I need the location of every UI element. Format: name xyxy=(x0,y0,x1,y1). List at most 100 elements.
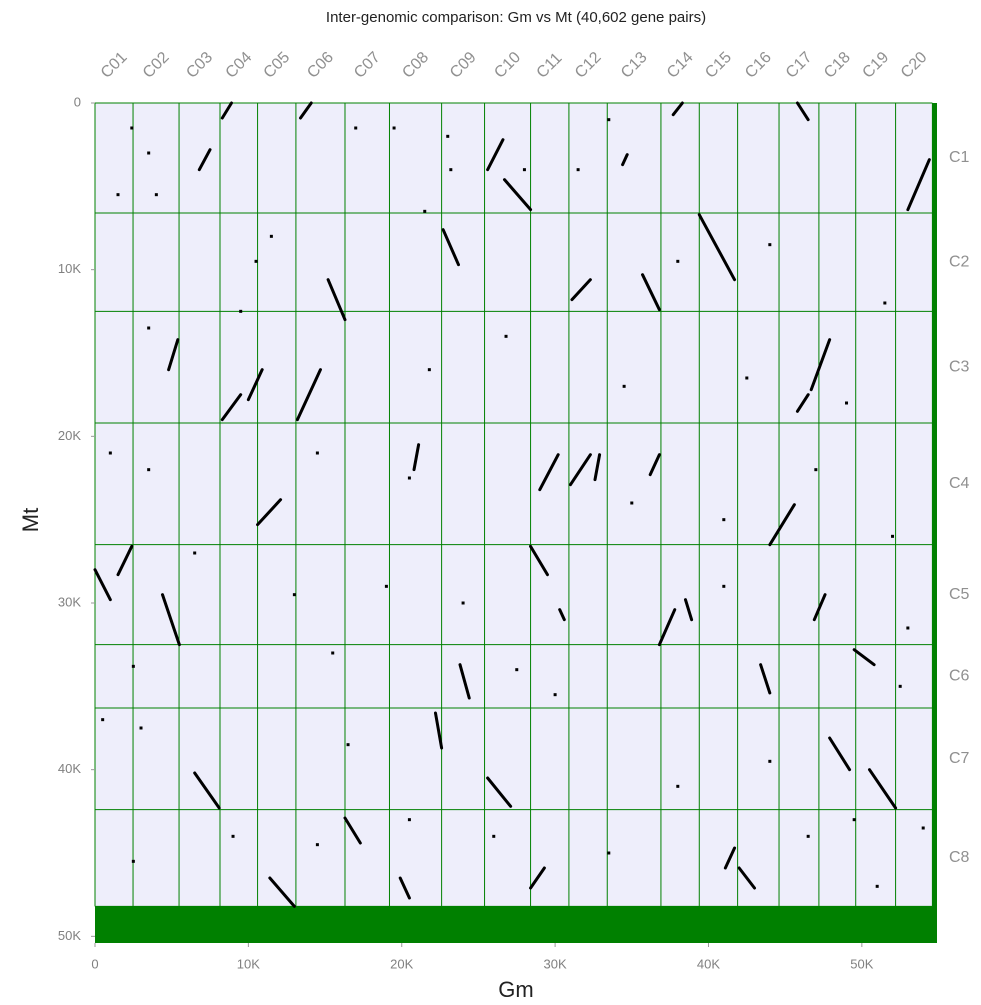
synteny-block xyxy=(852,648,876,667)
gene-pair-dot xyxy=(553,693,557,697)
gene-pair-dot xyxy=(883,301,887,305)
x-chromosome-label: C06 xyxy=(304,49,337,82)
gene-pair-dot xyxy=(239,309,243,313)
synteny-block xyxy=(160,593,181,647)
x-tick-label: 20K xyxy=(390,956,413,971)
gene-pair-dot xyxy=(814,468,818,472)
gene-pair-dot xyxy=(906,626,910,630)
gene-pair-dot xyxy=(254,259,258,263)
y-axis-title: Mt xyxy=(18,508,43,532)
y-chromosome-label: C2 xyxy=(949,253,970,270)
gene-pair-dot xyxy=(921,826,925,830)
gene-pair-dot xyxy=(154,193,158,197)
y-chromosome-label: C3 xyxy=(949,358,970,375)
x-axis-title: Gm xyxy=(498,977,533,1002)
x-chromosome-label: C02 xyxy=(140,49,173,82)
gene-pair-dot xyxy=(875,884,879,888)
gene-pair-dot xyxy=(147,151,151,155)
gene-pair-dot xyxy=(492,834,496,838)
synteny-block xyxy=(116,544,134,577)
synteny-block xyxy=(795,101,810,122)
synteny-block xyxy=(697,213,737,282)
synteny-block xyxy=(299,101,313,120)
gene-pair-dot xyxy=(101,718,105,722)
gene-pair-dot xyxy=(845,401,849,405)
synteny-block xyxy=(193,771,221,810)
gene-pair-dot xyxy=(768,243,772,247)
x-tick-label: 30K xyxy=(544,956,567,971)
x-chromosome-label: C10 xyxy=(491,49,524,82)
x-chromosome-label: C14 xyxy=(664,49,697,82)
y-chromosome-label: C4 xyxy=(949,475,970,492)
synteny-block xyxy=(812,593,827,622)
y-tick-label: 30K xyxy=(58,594,81,609)
synteny-block xyxy=(759,663,772,695)
synteny-block xyxy=(593,453,602,482)
synteny-block xyxy=(256,498,283,527)
synteny-block xyxy=(458,663,471,700)
y-chromosome-label: C5 xyxy=(949,586,970,603)
chart-title: Inter-genomic comparison: Gm vs Mt (40,6… xyxy=(326,9,706,26)
gene-pair-dot xyxy=(891,534,895,538)
x-chromosome-label: C09 xyxy=(447,49,480,82)
y-chromosome-label: C7 xyxy=(949,750,970,767)
gene-pair-dot xyxy=(898,684,902,688)
x-tick-label: 10K xyxy=(237,956,260,971)
synteny-block xyxy=(326,278,347,322)
gene-pair-dot xyxy=(269,234,273,238)
gene-pair-dot xyxy=(315,451,319,455)
gene-pair-dot xyxy=(676,784,680,788)
gene-pair-dot xyxy=(806,834,810,838)
gene-pair-dot xyxy=(722,518,726,522)
synteny-block xyxy=(641,273,661,312)
synteny-block xyxy=(412,443,421,472)
gene-pair-dot xyxy=(139,726,143,730)
synteny-block xyxy=(246,368,264,402)
synteny-block xyxy=(768,503,796,547)
gene-pair-dot xyxy=(607,118,611,122)
synteny-block xyxy=(398,876,411,900)
gene-pair-dot xyxy=(522,168,526,172)
plot-background xyxy=(95,103,933,907)
y-tick-label: 10K xyxy=(58,261,81,276)
y-tick-label: 40K xyxy=(58,761,81,776)
gene-pair-dot xyxy=(131,859,135,863)
x-tick-label: 50K xyxy=(850,956,873,971)
gene-pair-dot xyxy=(461,601,465,605)
x-chromosome-label: C07 xyxy=(351,49,384,82)
gene-pair-dot xyxy=(147,468,151,472)
gene-pair-dot xyxy=(147,326,151,330)
synteny-block xyxy=(723,846,737,870)
synteny-block xyxy=(568,453,592,487)
gene-pair-dot xyxy=(315,843,319,847)
x-chromosome-label: C12 xyxy=(572,49,605,82)
synteny-block xyxy=(671,101,684,117)
gene-pair-dot xyxy=(745,376,749,380)
gene-pair-dot xyxy=(193,551,197,555)
synteny-block xyxy=(828,736,852,772)
synteny-block xyxy=(268,876,296,908)
synteny-block xyxy=(529,866,546,890)
gene-pair-dot xyxy=(108,451,112,455)
gene-pair-dot xyxy=(292,593,296,597)
gene-pair-dot xyxy=(130,126,134,130)
synteny-block xyxy=(529,544,549,577)
synteny-block xyxy=(93,568,112,602)
synteny-block xyxy=(502,178,533,212)
gene-pair-dot xyxy=(427,368,431,372)
gene-pair-dot xyxy=(515,668,519,672)
x-chromosome-label: C18 xyxy=(821,49,854,82)
gene-pair-dot xyxy=(354,126,358,130)
x-chromosome-label: C19 xyxy=(859,49,892,82)
y-tick-label: 20K xyxy=(58,428,81,443)
gene-pair-dot xyxy=(504,334,508,338)
x-chromosome-label: C01 xyxy=(98,49,131,82)
synteny-block xyxy=(906,158,931,212)
x-chromosome-label: C05 xyxy=(261,49,294,82)
gene-pair-dot xyxy=(676,259,680,263)
x-tick-label: 40K xyxy=(697,956,720,971)
gene-pair-dot xyxy=(607,851,611,855)
x-chromosome-label: C20 xyxy=(898,49,931,82)
x-chromosome-label: C17 xyxy=(783,49,816,82)
synteny-block xyxy=(570,278,592,302)
